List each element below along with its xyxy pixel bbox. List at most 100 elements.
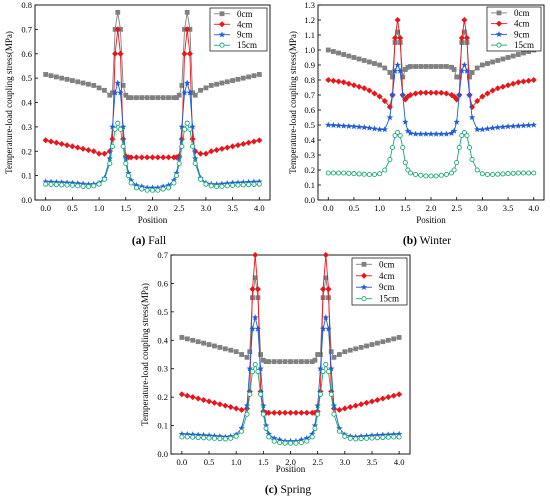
data-point	[282, 440, 288, 446]
data-point	[325, 121, 332, 128]
data-point	[428, 64, 434, 69]
data-point	[451, 167, 457, 173]
data-point	[106, 155, 114, 162]
data-point	[239, 428, 245, 434]
x-tick-label: 4.0	[528, 203, 539, 213]
data-point	[203, 181, 209, 187]
data-point	[371, 125, 378, 132]
data-point	[123, 92, 129, 98]
legend-label: 15cm	[514, 40, 534, 50]
data-point	[281, 409, 289, 416]
data-point	[109, 123, 116, 130]
data-point	[238, 406, 245, 414]
data-point	[381, 97, 388, 105]
data-point	[79, 145, 87, 152]
data-point	[59, 75, 65, 81]
data-point	[90, 148, 97, 155]
data-point	[510, 53, 516, 59]
x-tick-label: 3.0	[201, 203, 212, 213]
x-tick-label: 3.5	[227, 203, 238, 213]
data-point	[233, 349, 239, 355]
x-tick-label: 0.0	[177, 457, 188, 467]
data-point	[402, 159, 408, 166]
data-point	[222, 436, 228, 442]
data-point	[315, 411, 321, 417]
data-point	[466, 144, 473, 151]
data-point	[101, 150, 108, 157]
data-point	[438, 89, 445, 96]
data-point	[331, 411, 337, 417]
data-point	[175, 155, 183, 162]
data-point	[335, 170, 342, 176]
data-point	[252, 361, 258, 368]
data-point	[85, 184, 91, 190]
data-point	[499, 83, 507, 90]
data-point	[206, 342, 212, 347]
data-point	[246, 182, 252, 188]
data-point	[53, 139, 60, 146]
x-tick-label: 1.0	[231, 457, 242, 467]
data-point	[340, 79, 347, 86]
data-point	[443, 171, 449, 178]
data-point	[292, 409, 300, 416]
data-point	[350, 123, 358, 130]
legend-label: 9cm	[379, 282, 395, 292]
data-point	[74, 144, 81, 151]
data-point	[438, 172, 444, 178]
data-point	[363, 435, 370, 441]
data-point	[195, 434, 201, 441]
data-point	[189, 123, 196, 130]
data-point	[433, 173, 439, 179]
data-point	[479, 62, 485, 68]
data-point	[386, 103, 394, 111]
data-point	[479, 93, 486, 100]
data-point	[368, 398, 376, 405]
data-point	[240, 182, 246, 188]
x-tick-label: 2.0	[285, 457, 296, 467]
data-point	[346, 170, 352, 176]
data-point	[495, 171, 501, 177]
data-point	[174, 95, 179, 101]
data-point	[458, 34, 465, 42]
data-point	[227, 403, 234, 411]
y-tick-label: 0.9	[304, 60, 315, 70]
data-point	[504, 123, 512, 130]
data-point	[325, 170, 331, 176]
data-point	[219, 183, 225, 189]
data-point	[235, 182, 241, 188]
data-point	[520, 78, 527, 85]
data-point	[417, 130, 424, 137]
y-tick-label: 1.1	[304, 30, 315, 40]
series-9cm	[178, 314, 403, 444]
caption-label: (c)	[265, 484, 278, 496]
data-point	[244, 411, 250, 417]
data-point	[389, 144, 396, 151]
data-point	[48, 73, 54, 79]
data-point	[515, 52, 521, 57]
data-point	[178, 123, 186, 130]
data-point	[251, 73, 257, 79]
series-line	[328, 131, 534, 177]
data-point	[208, 83, 214, 88]
y-tick-label: 0.8	[304, 75, 315, 85]
series-4cm	[325, 16, 537, 111]
data-point	[380, 339, 386, 345]
data-point	[184, 392, 191, 399]
data-point	[80, 183, 86, 189]
legend-label: 0cm	[514, 8, 530, 18]
data-point	[464, 132, 470, 139]
data-point	[218, 145, 226, 152]
data-point	[217, 436, 223, 442]
data-point	[211, 399, 218, 406]
legend-marker	[360, 272, 368, 279]
y-tick-label: 1.0	[304, 45, 315, 55]
data-point	[319, 325, 327, 332]
data-point	[366, 59, 372, 65]
data-point	[322, 314, 330, 321]
data-point	[119, 123, 127, 130]
data-point	[391, 434, 397, 440]
data-point	[181, 50, 188, 57]
data-point	[63, 142, 71, 149]
data-point	[336, 50, 341, 56]
